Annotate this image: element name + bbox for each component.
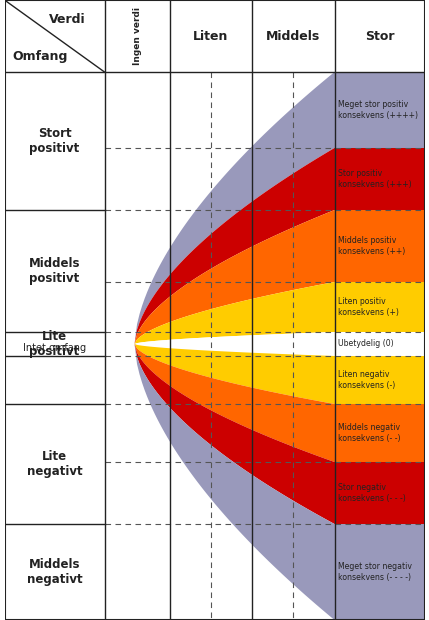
Bar: [4, 72, 105, 620]
Text: Middels negativ
konsekvens (- -): Middels negativ konsekvens (- -): [338, 423, 400, 443]
Text: Stor negativ
konsekvens (- - -): Stor negativ konsekvens (- - -): [338, 484, 405, 503]
Polygon shape: [135, 332, 425, 356]
Text: Middels: Middels: [266, 30, 320, 43]
Text: Lite
positivt: Lite positivt: [29, 330, 80, 358]
Text: Stor positiv
konsekvens (+++): Stor positiv konsekvens (+++): [338, 169, 411, 188]
Text: Middels positiv
konsekvens (++): Middels positiv konsekvens (++): [338, 236, 405, 255]
Polygon shape: [135, 72, 425, 344]
Text: Ingen verdi: Ingen verdi: [133, 7, 142, 65]
Bar: [4, 0, 425, 72]
Polygon shape: [135, 344, 425, 620]
Text: Liten: Liten: [193, 30, 228, 43]
Polygon shape: [135, 148, 425, 344]
Text: Stor: Stor: [365, 30, 394, 43]
Text: Stort
positivt: Stort positivt: [29, 127, 80, 155]
Text: Meget stor positiv
konsekvens (++++): Meget stor positiv konsekvens (++++): [338, 100, 417, 120]
Polygon shape: [135, 344, 425, 524]
Text: Liten positiv
konsekvens (+): Liten positiv konsekvens (+): [338, 298, 399, 317]
Text: Middels
positivt: Middels positivt: [29, 257, 80, 285]
Polygon shape: [135, 344, 425, 462]
Text: Liten negativ
konsekvens (-): Liten negativ konsekvens (-): [338, 371, 395, 389]
Text: Lite
negativt: Lite negativt: [27, 450, 82, 478]
Text: Meget stor negativ
konsekvens (- - - -): Meget stor negativ konsekvens (- - - -): [338, 562, 411, 582]
Text: Middels
negativt: Middels negativt: [27, 558, 82, 586]
Polygon shape: [135, 210, 425, 344]
Text: Ubetydelig (0): Ubetydelig (0): [338, 340, 393, 348]
Text: Intet omfang: Intet omfang: [23, 343, 86, 353]
Text: Omfang: Omfang: [13, 50, 68, 63]
Polygon shape: [135, 282, 425, 344]
Polygon shape: [135, 344, 425, 404]
Text: Verdi: Verdi: [49, 13, 86, 26]
